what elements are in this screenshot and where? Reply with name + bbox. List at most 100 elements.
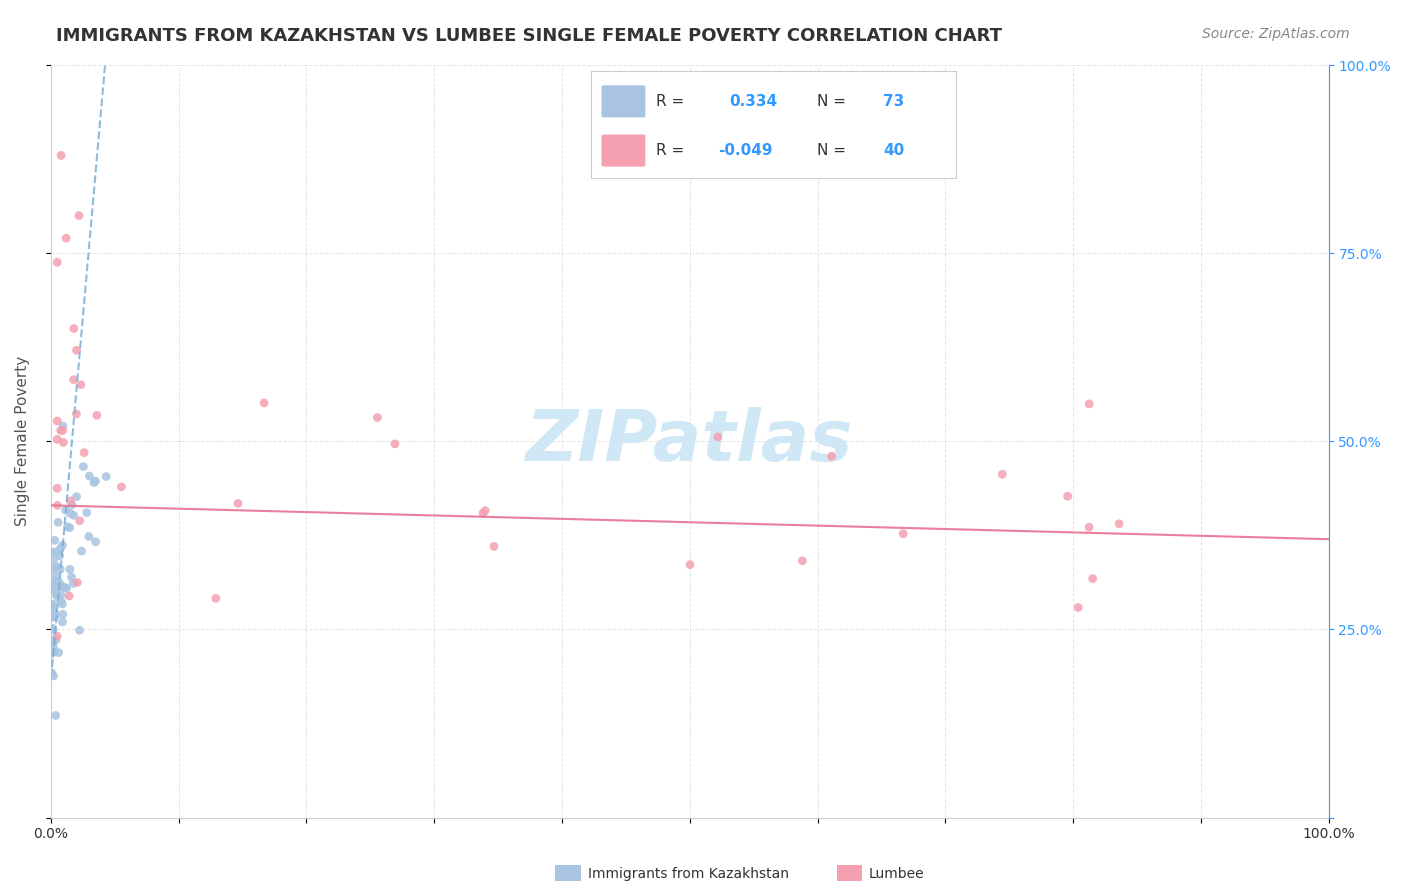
Point — [59, 562, 82, 576]
Point — [59, 494, 82, 508]
FancyBboxPatch shape — [602, 86, 645, 118]
Point — [65, 343, 87, 358]
Point — [44, 568, 66, 582]
Point — [46, 516, 69, 530]
Point — [42, 552, 65, 566]
Point — [46, 574, 69, 589]
Point — [46, 414, 69, 428]
Point — [69, 377, 91, 392]
Y-axis label: Single Female Poverty: Single Female Poverty — [15, 356, 30, 526]
Point — [60, 570, 83, 584]
Point — [42, 579, 65, 593]
Point — [72, 459, 94, 474]
Point — [45, 589, 67, 603]
Text: IMMIGRANTS FROM KAZAKHSTAN VS LUMBEE SINGLE FEMALE POVERTY CORRELATION CHART: IMMIGRANTS FROM KAZAKHSTAN VS LUMBEE SIN… — [56, 27, 1002, 45]
Point — [52, 419, 75, 434]
Text: 73: 73 — [883, 94, 904, 109]
Point — [46, 629, 69, 643]
Point — [48, 549, 70, 563]
Point — [1067, 600, 1090, 615]
Point — [42, 607, 65, 621]
Point — [84, 534, 107, 549]
Text: R =: R = — [657, 143, 689, 158]
Point — [41, 666, 63, 681]
Point — [55, 503, 77, 517]
Point — [59, 507, 82, 521]
Point — [42, 637, 65, 651]
Point — [41, 545, 63, 559]
Point — [44, 545, 66, 559]
Point — [46, 255, 69, 269]
Point — [41, 582, 63, 597]
Text: ZIPatlas: ZIPatlas — [526, 407, 853, 475]
Point — [65, 490, 87, 504]
Point — [66, 575, 89, 590]
Point — [44, 574, 66, 589]
Point — [51, 597, 73, 611]
Point — [1078, 397, 1101, 411]
Point — [44, 607, 66, 622]
Point — [56, 520, 79, 534]
Point — [60, 498, 83, 512]
Text: -0.049: -0.049 — [718, 143, 773, 158]
Point — [55, 582, 77, 596]
Point — [48, 646, 70, 660]
Point — [42, 623, 65, 637]
Point — [41, 598, 63, 612]
Point — [53, 580, 76, 594]
Point — [45, 632, 67, 647]
Point — [44, 533, 66, 548]
Point — [70, 544, 93, 558]
Point — [991, 467, 1014, 482]
Point — [51, 424, 73, 438]
Point — [46, 581, 69, 595]
Point — [41, 647, 63, 661]
Point — [42, 621, 65, 635]
Point — [792, 554, 814, 568]
Point — [44, 577, 66, 591]
Point — [69, 514, 91, 528]
Point — [49, 148, 72, 162]
Point — [49, 562, 72, 576]
Text: 0.334: 0.334 — [730, 94, 778, 109]
Point — [42, 597, 65, 611]
Point — [41, 610, 63, 624]
Point — [49, 594, 72, 608]
FancyBboxPatch shape — [602, 135, 645, 167]
Point — [1108, 516, 1130, 531]
Point — [51, 538, 73, 552]
Point — [41, 607, 63, 622]
Point — [62, 508, 84, 523]
Point — [76, 506, 98, 520]
Point — [96, 469, 118, 483]
Point — [41, 610, 63, 624]
Point — [45, 559, 67, 574]
Point — [69, 624, 91, 638]
Point — [67, 209, 90, 223]
Point — [110, 480, 132, 494]
Point — [46, 481, 69, 495]
Point — [51, 615, 73, 629]
Point — [820, 449, 842, 463]
Text: N =: N = — [817, 94, 851, 109]
Point — [474, 504, 496, 518]
Point — [42, 604, 65, 618]
Point — [59, 521, 82, 535]
Point — [49, 577, 72, 591]
Point — [52, 580, 75, 594]
Point — [482, 540, 505, 554]
Point — [77, 529, 100, 543]
Point — [46, 499, 69, 513]
Point — [891, 526, 914, 541]
Point — [55, 231, 77, 245]
Point — [45, 708, 67, 723]
Point — [83, 475, 105, 490]
Point — [63, 321, 86, 335]
Point — [45, 586, 67, 600]
Point — [58, 589, 80, 603]
Point — [46, 433, 69, 447]
Point — [62, 373, 84, 387]
Point — [52, 607, 75, 622]
Point — [49, 424, 72, 438]
Point — [49, 541, 72, 556]
